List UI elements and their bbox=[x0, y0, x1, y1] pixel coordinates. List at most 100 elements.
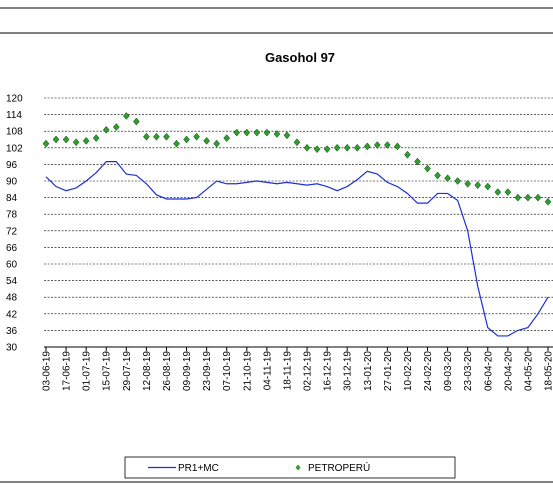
legend-box bbox=[124, 456, 456, 479]
marker bbox=[213, 139, 221, 148]
marker bbox=[52, 135, 60, 144]
marker bbox=[313, 145, 321, 154]
x-tick-label: 09-03-20 bbox=[443, 351, 454, 391]
marker bbox=[373, 141, 381, 149]
marker bbox=[203, 136, 210, 145]
x-tick-label: 24-02-20 bbox=[423, 351, 434, 391]
x-tick-label: 18-11-19 bbox=[282, 351, 293, 391]
marker bbox=[193, 132, 200, 141]
marker bbox=[273, 130, 281, 138]
y-tick-label: 60 bbox=[6, 260, 18, 271]
marker bbox=[474, 181, 482, 190]
legend-label: PETROPERÚ bbox=[308, 461, 370, 474]
marker bbox=[414, 157, 421, 166]
marker bbox=[253, 128, 261, 137]
y-tick-label: 30 bbox=[6, 343, 18, 354]
x-tick-label: 10-02-20 bbox=[403, 351, 414, 391]
x-tick-label: 15-07-19 bbox=[102, 351, 113, 391]
marker bbox=[424, 164, 431, 173]
marker bbox=[384, 141, 391, 149]
marker bbox=[323, 145, 331, 154]
x-tick-label: 09-09-19 bbox=[182, 351, 193, 391]
x-tick-label: 06-04-20 bbox=[483, 351, 494, 391]
y-tick-label: 102 bbox=[6, 143, 23, 154]
x-tick-label: 04-05-20 bbox=[523, 351, 534, 391]
marker bbox=[233, 128, 241, 137]
marker bbox=[283, 131, 291, 140]
marker bbox=[102, 125, 110, 134]
x-tick-label: 23-03-20 bbox=[463, 351, 474, 391]
marker bbox=[293, 138, 301, 147]
marker bbox=[263, 128, 271, 137]
x-tick-label: 07-10-19 bbox=[222, 351, 233, 391]
marker bbox=[464, 179, 472, 188]
marker bbox=[72, 138, 80, 147]
x-tick-label: 30-12-19 bbox=[343, 351, 354, 391]
marker bbox=[343, 143, 351, 152]
x-tick-label: 18-05-20 bbox=[544, 351, 553, 391]
marker bbox=[524, 193, 532, 202]
x-tick-label: 17-06-19 bbox=[62, 351, 73, 391]
marker bbox=[484, 182, 492, 191]
x-tick-label: 23-09-19 bbox=[202, 351, 213, 391]
y-tick-label: 72 bbox=[6, 226, 18, 237]
marker bbox=[163, 132, 170, 141]
marker bbox=[504, 188, 512, 196]
marker bbox=[394, 142, 401, 151]
marker bbox=[133, 117, 140, 126]
line-series bbox=[45, 161, 549, 337]
marker bbox=[183, 135, 190, 144]
marker bbox=[122, 112, 130, 120]
y-tick-label: 120 bbox=[6, 94, 23, 105]
marker bbox=[303, 143, 311, 152]
x-tick-label: 27-01-20 bbox=[383, 351, 394, 391]
y-tick-label: 108 bbox=[6, 127, 23, 138]
y-tick-label: 36 bbox=[6, 326, 18, 337]
y-tick-label: 66 bbox=[6, 243, 18, 254]
x-tick-label: 20-04-20 bbox=[503, 351, 514, 391]
marker bbox=[333, 143, 341, 152]
y-tick-label: 42 bbox=[6, 309, 18, 320]
x-tick-label: 02-12-19 bbox=[303, 351, 314, 391]
x-tick-label: 21-10-19 bbox=[242, 351, 253, 391]
x-tick-label: 04-11-19 bbox=[262, 351, 273, 391]
marker bbox=[243, 128, 251, 137]
marker bbox=[534, 193, 542, 202]
chart-title: Gasohol 97 bbox=[265, 50, 335, 65]
marker bbox=[494, 188, 502, 196]
marker bbox=[112, 123, 120, 131]
marker bbox=[444, 174, 451, 183]
y-tick-label: 48 bbox=[6, 293, 18, 304]
marker bbox=[82, 136, 90, 145]
marker bbox=[42, 139, 50, 148]
marker bbox=[454, 177, 461, 185]
y-tick-label: 96 bbox=[6, 160, 18, 171]
marker bbox=[153, 132, 160, 141]
marker bbox=[514, 193, 522, 202]
y-tick-label: 84 bbox=[6, 193, 18, 204]
marker bbox=[92, 134, 100, 143]
x-tick-label: 29-07-19 bbox=[122, 351, 133, 391]
y-tick-label: 90 bbox=[6, 177, 18, 188]
x-tick-label: 01-07-19 bbox=[82, 351, 93, 391]
legend-swatch bbox=[295, 464, 301, 471]
marker bbox=[223, 134, 231, 143]
y-tick-label: 78 bbox=[6, 210, 18, 221]
y-tick-label: 114 bbox=[6, 110, 22, 121]
marker bbox=[62, 135, 70, 144]
y-tick-label: 54 bbox=[6, 276, 18, 287]
marker bbox=[404, 150, 411, 159]
marker bbox=[544, 197, 552, 206]
x-tick-label: 12-08-19 bbox=[142, 351, 153, 391]
marker bbox=[143, 132, 150, 141]
marker bbox=[363, 142, 371, 151]
marker bbox=[353, 143, 361, 152]
marker bbox=[173, 139, 180, 148]
x-tick-label: 16-12-19 bbox=[323, 351, 334, 391]
x-tick-label: 13-01-20 bbox=[363, 351, 374, 391]
x-tick-label: 03-06-19 bbox=[42, 351, 53, 391]
x-tick-label: 26-08-19 bbox=[162, 351, 173, 391]
legend-label: PR1+MC bbox=[178, 463, 219, 474]
marker bbox=[434, 171, 441, 180]
